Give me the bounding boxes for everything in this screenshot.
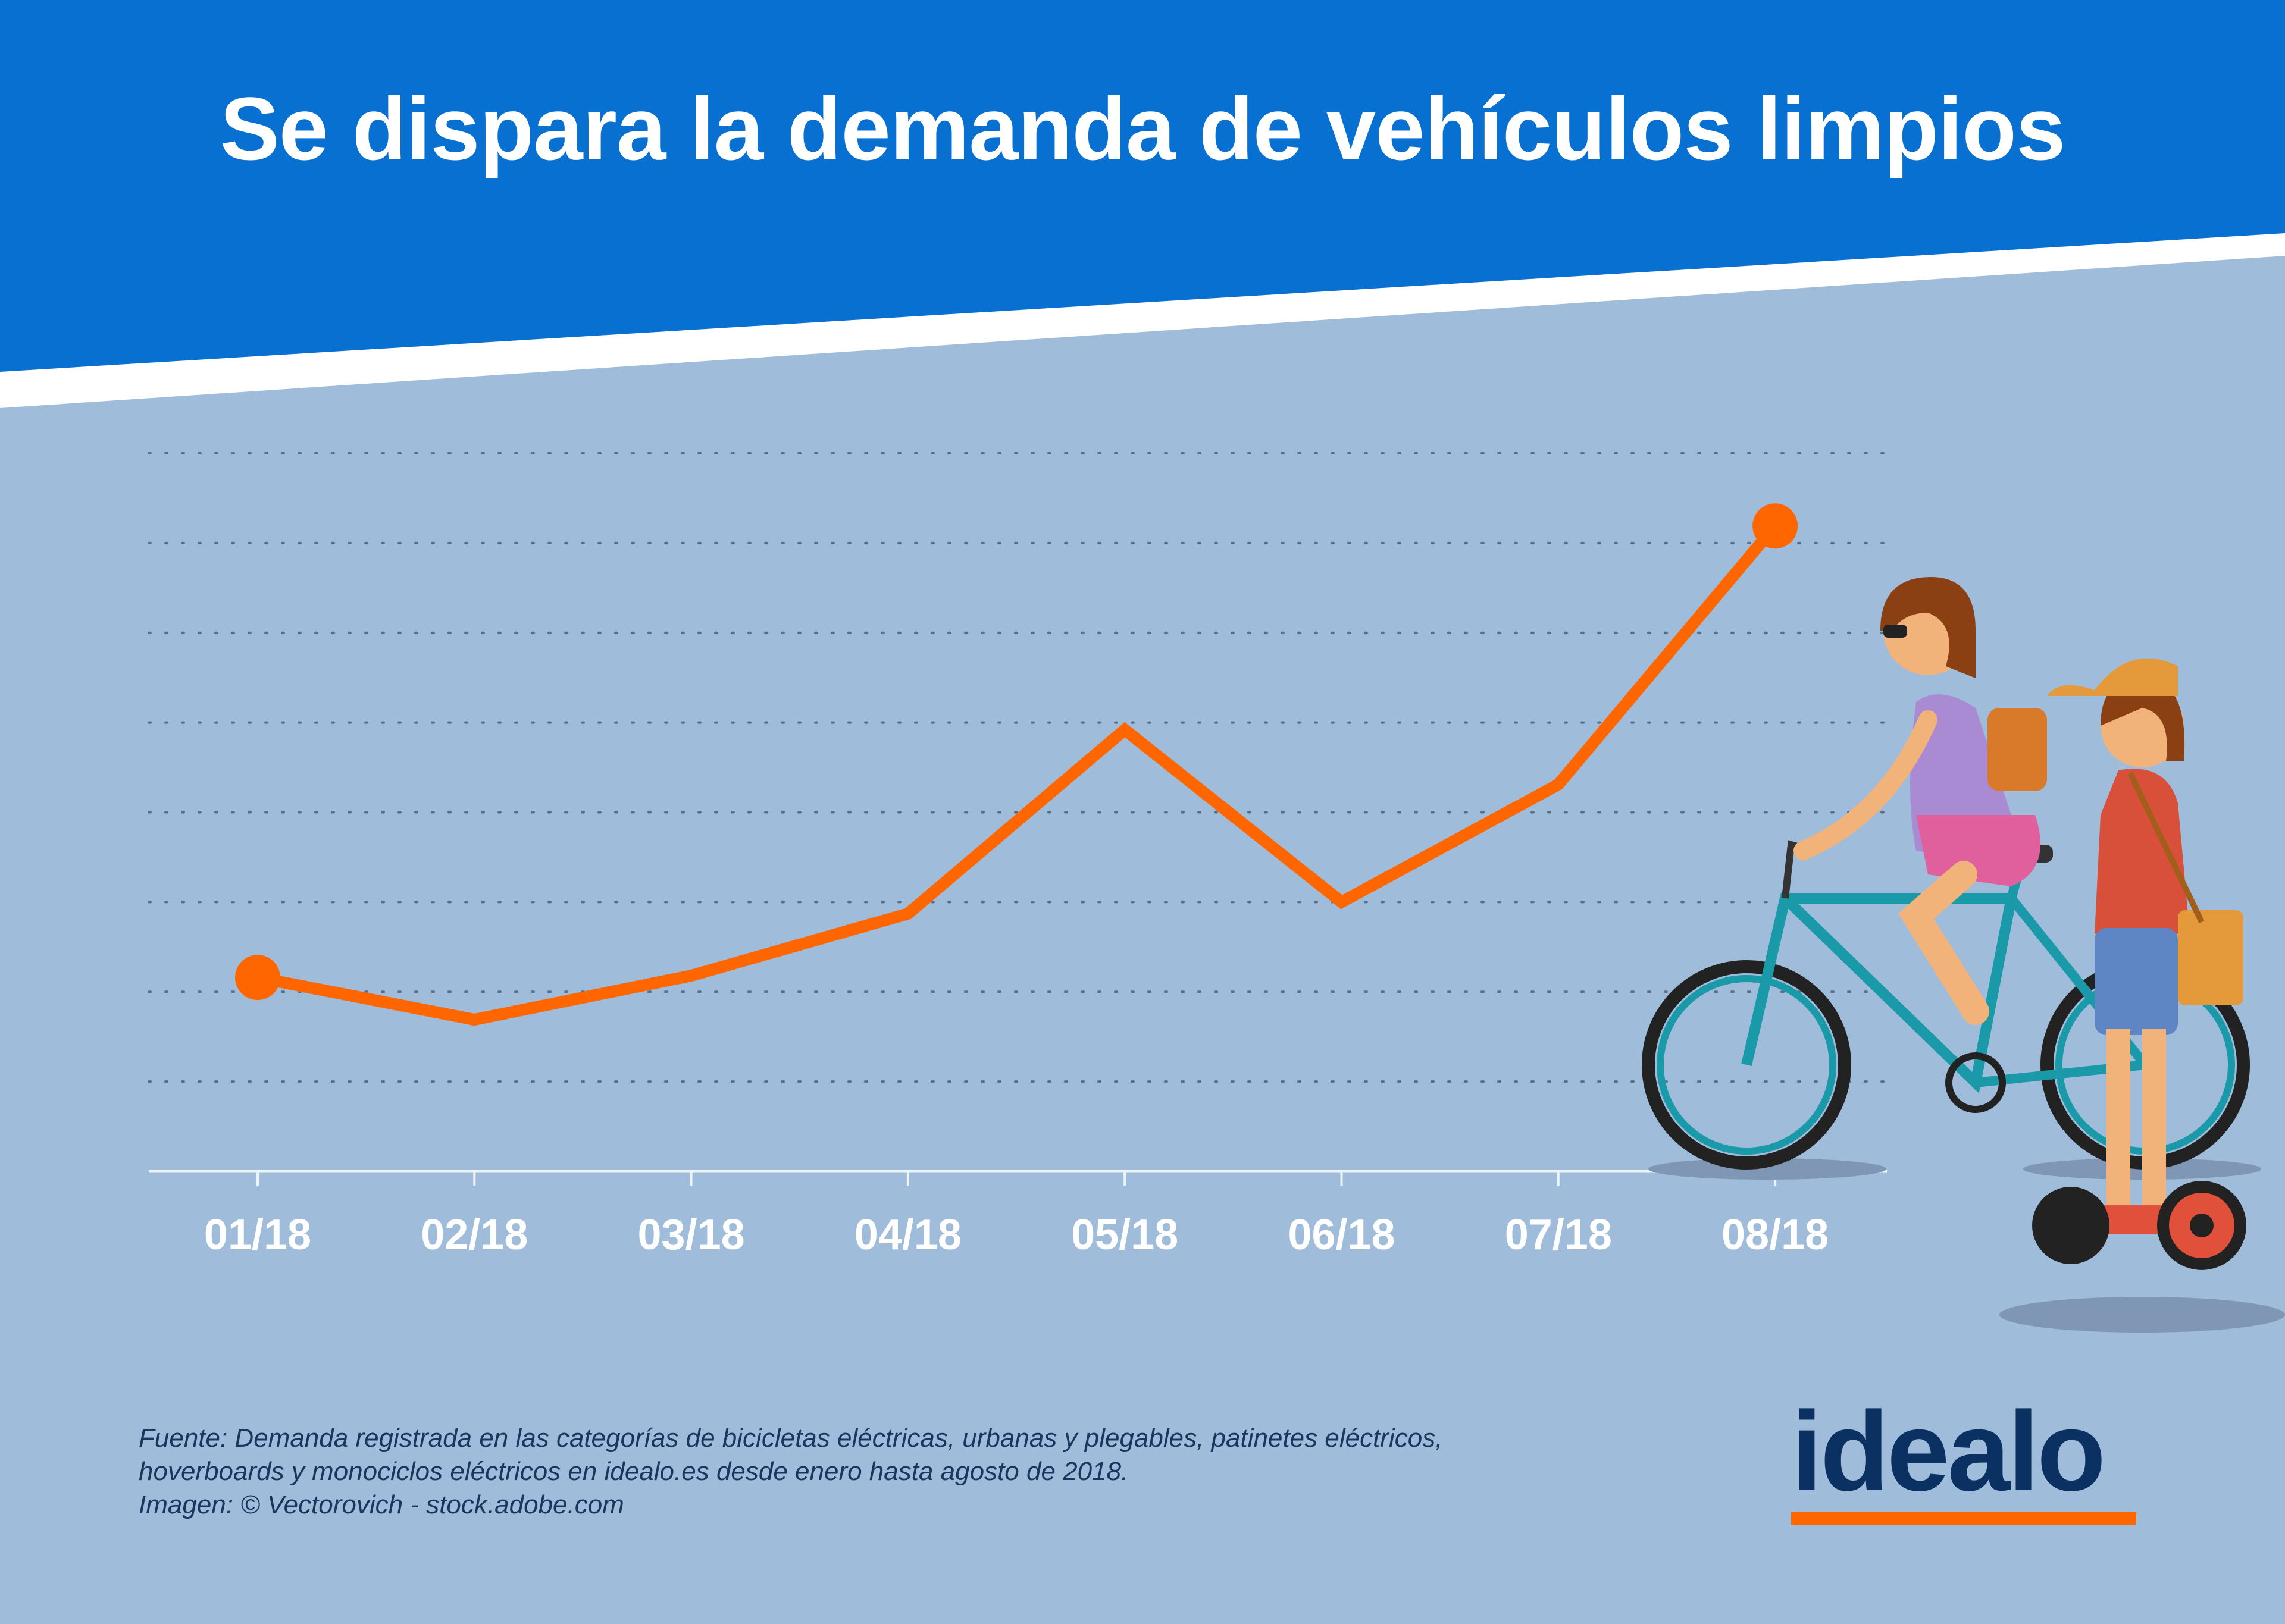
data-point <box>1121 726 1129 733</box>
data-point <box>1338 898 1345 906</box>
source-footnote: Fuente: Demanda registrada en las catego… <box>139 1422 1442 1522</box>
x-tick-label: 04/18 <box>854 1211 962 1259</box>
logo-underline <box>1791 1512 2136 1525</box>
x-tick-label: 02/18 <box>421 1211 528 1259</box>
footnote-line: Fuente: Demanda registrada en las catego… <box>139 1424 1443 1453</box>
page-title: Se dispara la demanda de vehículos limpi… <box>220 79 2066 178</box>
x-tick-label: 08/18 <box>1721 1211 1829 1259</box>
x-tick-label: 06/18 <box>1288 1211 1395 1259</box>
data-point <box>235 955 280 1001</box>
x-tick-label: 03/18 <box>638 1211 745 1259</box>
data-point <box>687 972 695 980</box>
image-credit: Imagen: © Vectorovich - stock.adobe.com <box>139 1490 624 1519</box>
data-point <box>1554 780 1562 788</box>
x-tick-label: 01/18 <box>204 1211 311 1259</box>
series-line <box>256 522 1780 1026</box>
cyclist-and-hoverboard-illustration <box>1642 577 2285 1333</box>
x-tick-label: 05/18 <box>1071 1211 1178 1259</box>
logo-text: idealo <box>1791 1388 2106 1515</box>
data-point <box>471 1016 478 1024</box>
header-blue-band <box>0 0 2285 372</box>
data-point <box>904 910 912 917</box>
x-tick-label: 07/18 <box>1505 1211 1612 1259</box>
idealo-logo: idealo <box>1791 1392 2148 1525</box>
footnote-line: hoverboards y monociclos eléctricos en i… <box>139 1457 1129 1486</box>
data-point <box>1752 503 1798 549</box>
